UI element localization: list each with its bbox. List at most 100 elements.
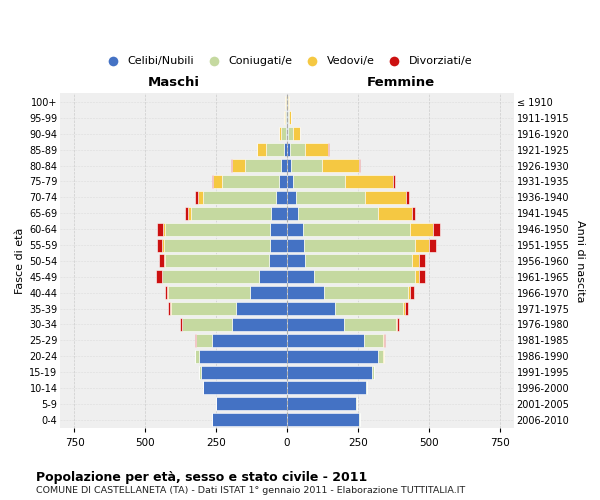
Bar <box>405 302 408 315</box>
Text: COMUNE DI CASTELLANETA (TA) - Dati ISTAT 1° gennaio 2011 - Elaborazione TUTTITAL: COMUNE DI CASTELLANETA (TA) - Dati ISTAT… <box>36 486 465 495</box>
Bar <box>270 222 287 235</box>
Bar <box>410 222 433 235</box>
Bar <box>212 413 287 426</box>
Bar <box>163 222 165 235</box>
Bar <box>324 286 407 299</box>
Bar <box>378 206 412 220</box>
Bar <box>378 350 383 362</box>
Bar <box>259 270 287 283</box>
Bar <box>298 206 378 220</box>
Bar <box>165 222 270 235</box>
Bar <box>365 191 406 204</box>
Bar <box>384 334 385 347</box>
Bar <box>222 175 278 188</box>
Bar <box>196 334 212 347</box>
Bar <box>232 318 287 331</box>
Bar <box>344 318 396 331</box>
Bar <box>412 206 415 220</box>
Bar <box>305 143 328 156</box>
Bar <box>231 159 232 172</box>
Bar <box>168 302 170 315</box>
Bar <box>164 254 165 268</box>
Bar <box>305 254 412 268</box>
Bar <box>203 382 287 394</box>
Bar <box>335 302 403 315</box>
Bar <box>364 334 383 347</box>
Bar <box>287 191 296 204</box>
Bar <box>293 128 300 140</box>
Bar <box>407 286 410 299</box>
Bar <box>287 350 378 362</box>
Bar <box>287 318 344 331</box>
Bar <box>289 128 293 140</box>
Bar <box>164 238 270 252</box>
Bar <box>296 191 365 204</box>
Bar <box>284 112 285 124</box>
Bar <box>278 128 281 140</box>
Bar <box>257 143 266 156</box>
Bar <box>419 254 425 268</box>
Bar <box>195 350 199 362</box>
Bar <box>285 112 286 124</box>
Bar <box>266 143 284 156</box>
Bar <box>293 175 345 188</box>
Bar <box>164 286 167 299</box>
Bar <box>322 159 359 172</box>
Bar <box>156 270 161 283</box>
Text: Maschi: Maschi <box>148 76 200 88</box>
Bar <box>216 398 287 410</box>
Bar <box>212 175 214 188</box>
Bar <box>314 270 415 283</box>
Bar <box>287 366 372 378</box>
Bar <box>429 238 436 252</box>
Bar <box>287 96 289 108</box>
Bar <box>287 286 324 299</box>
Bar <box>406 191 409 204</box>
Bar <box>188 206 191 220</box>
Bar <box>403 302 405 315</box>
Bar <box>345 175 394 188</box>
Bar <box>287 159 292 172</box>
Bar <box>412 254 419 268</box>
Bar <box>159 254 164 268</box>
Bar <box>165 254 269 268</box>
Bar <box>287 254 305 268</box>
Bar <box>278 175 287 188</box>
Bar <box>284 143 287 156</box>
Bar <box>410 286 414 299</box>
Bar <box>286 128 287 140</box>
Bar <box>287 238 304 252</box>
Bar <box>168 286 250 299</box>
Bar <box>415 238 429 252</box>
Bar <box>419 270 425 283</box>
Bar <box>236 302 287 315</box>
Bar <box>198 191 203 204</box>
Bar <box>287 398 356 410</box>
Bar <box>281 128 286 140</box>
Bar <box>281 159 287 172</box>
Bar <box>290 143 305 156</box>
Bar <box>289 112 292 124</box>
Bar <box>182 318 232 331</box>
Bar <box>199 350 287 362</box>
Bar <box>269 254 287 268</box>
Bar <box>191 206 271 220</box>
Bar <box>287 413 359 426</box>
Bar <box>302 222 410 235</box>
Bar <box>372 366 374 378</box>
Bar <box>287 206 298 220</box>
Bar <box>163 238 164 252</box>
Bar <box>161 270 163 283</box>
Bar <box>394 175 395 188</box>
Bar <box>287 334 364 347</box>
Bar <box>287 382 367 394</box>
Bar <box>287 112 289 124</box>
Bar <box>200 366 287 378</box>
Bar <box>287 143 290 156</box>
Y-axis label: Anni di nascita: Anni di nascita <box>575 220 585 302</box>
Bar <box>397 318 399 331</box>
Bar <box>276 191 287 204</box>
Bar <box>396 318 397 331</box>
Bar <box>270 238 287 252</box>
Bar <box>232 159 245 172</box>
